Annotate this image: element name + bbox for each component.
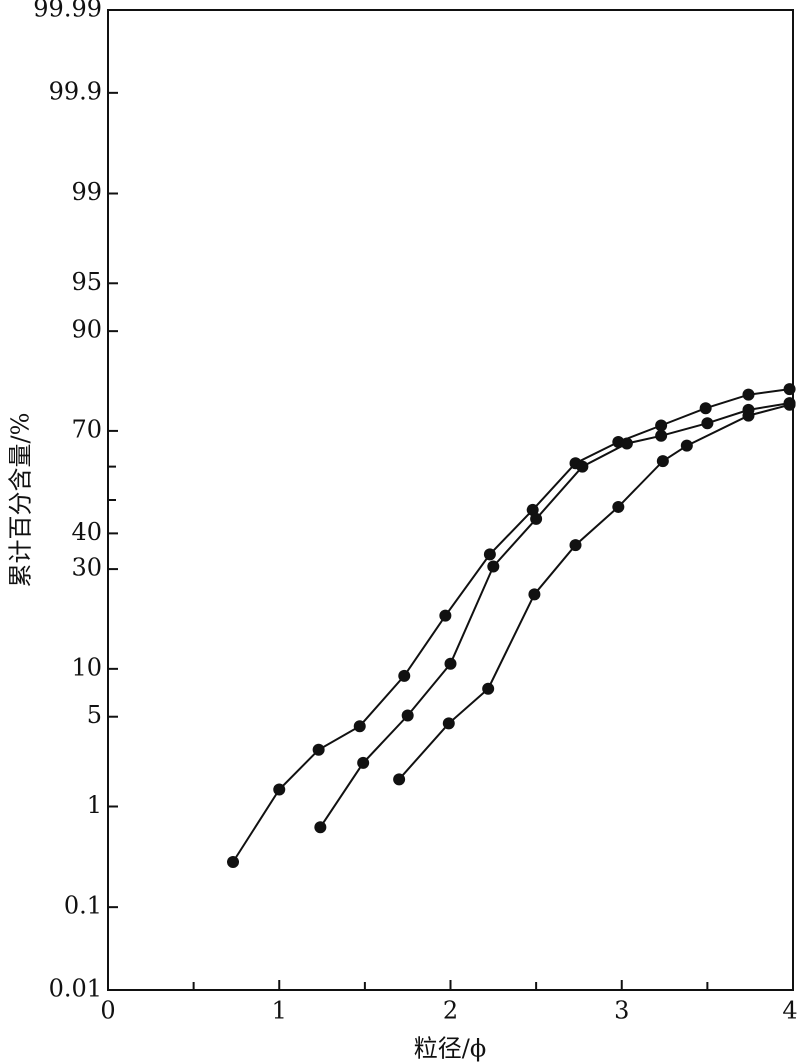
data-point: [353, 720, 366, 733]
data-point: [312, 743, 325, 756]
x-tick-label: 0: [100, 997, 115, 1025]
data-point: [314, 821, 327, 834]
data-point: [569, 539, 582, 552]
data-point: [483, 548, 496, 561]
y-tick-label: 99: [71, 178, 102, 206]
y-tick-label: 99.99: [33, 0, 102, 23]
data-point: [655, 419, 668, 432]
y-axis-label: 累计百分含量/%: [7, 413, 35, 588]
data-point: [742, 388, 755, 401]
y-tick-label: 30: [71, 554, 102, 582]
data-point: [439, 609, 452, 622]
y-tick-label: 70: [71, 415, 102, 443]
data-point: [612, 500, 625, 513]
data-point: [444, 657, 457, 670]
x-axis-label: 粒径/ϕ: [414, 1035, 486, 1063]
data-point: [620, 437, 633, 450]
y-tick-label: 99.9: [49, 77, 102, 105]
data-point: [783, 398, 796, 411]
y-tick-label: 5: [87, 701, 102, 729]
series-line: [398, 403, 790, 780]
y-tick-label: 1: [87, 791, 102, 819]
data-point: [742, 409, 755, 422]
series-line: [232, 388, 790, 863]
data-point: [656, 455, 669, 468]
data-point: [401, 709, 414, 722]
y-tick-label: 90: [71, 316, 102, 344]
data-point: [701, 417, 714, 430]
x-tick-label: 1: [272, 997, 287, 1025]
x-tick-label: 3: [614, 997, 629, 1025]
data-point: [487, 560, 500, 573]
plot-frame: [107, 9, 794, 991]
y-tick-label: 0.01: [49, 975, 102, 1003]
data-point: [680, 439, 693, 452]
data-point: [442, 717, 455, 730]
data-point: [530, 512, 543, 525]
data-point: [528, 588, 541, 601]
y-tick-label: 0.1: [64, 892, 102, 920]
data-point: [273, 783, 286, 796]
y-tick-label: 95: [71, 268, 102, 296]
series-line: [319, 402, 790, 828]
data-point: [699, 402, 712, 415]
x-tick-label: 4: [782, 997, 797, 1025]
data-point: [655, 429, 668, 442]
data-point: [227, 856, 240, 869]
data-point: [357, 756, 370, 769]
data-point: [393, 773, 406, 786]
data-point: [783, 383, 796, 396]
y-tick-label: 40: [71, 518, 102, 546]
data-point: [576, 460, 589, 473]
data-point: [482, 682, 495, 695]
y-tick-label: 10: [71, 653, 102, 681]
data-point: [398, 669, 411, 682]
x-tick-label: 2: [443, 997, 458, 1025]
